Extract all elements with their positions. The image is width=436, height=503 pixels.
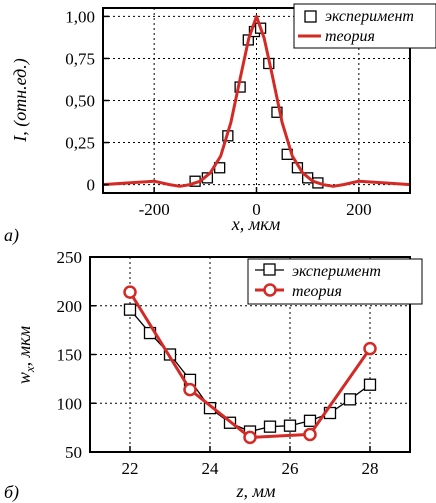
b-x-tick-label: 26 xyxy=(282,459,299,478)
a-y-tick-label: 0 xyxy=(87,176,96,195)
a-series-0-point xyxy=(271,106,283,118)
panel-b-y-axis-label: wx, мкм xyxy=(14,325,37,384)
b-series-0-point xyxy=(363,378,377,391)
panel-a-y-ticks: 0 0,25 0,50 0,75 1,00 xyxy=(65,7,109,195)
panel-b-legend-square-icon xyxy=(263,263,276,276)
panel-b-y-label-subscript: x xyxy=(22,366,37,373)
panel-a-legend: эксперимент теория xyxy=(293,3,436,49)
b-series-1-point xyxy=(363,341,377,356)
a-y-tick-label: 0,50 xyxy=(65,92,95,111)
b-series-0-point xyxy=(283,419,297,432)
panel-b-label: б) xyxy=(4,482,19,503)
a-y-tick-label: 1,00 xyxy=(65,7,95,26)
panel-b-legend: эксперимент теория xyxy=(247,258,423,305)
b-y-tick-label: 200 xyxy=(57,297,83,316)
b-y-tick-label: 150 xyxy=(57,346,83,365)
b-series-1-point xyxy=(303,427,317,442)
panel-a-legend-box xyxy=(293,3,436,49)
panel-b-legend-circle-icon xyxy=(263,283,277,297)
panel-b-y-label-w: w xyxy=(14,372,34,384)
a-x-tick-label: 200 xyxy=(346,200,372,219)
b-series-0-point xyxy=(123,303,137,316)
b-series-1-point xyxy=(183,382,197,397)
b-series-0-point xyxy=(263,420,277,433)
b-x-tick-label: 24 xyxy=(202,459,220,478)
panel-a-chart: -200 0 200 0 0,25 0,50 0,75 1,00 x, мкм I, (от… xyxy=(4,3,436,246)
panel-b-x-axis-label: z, мм xyxy=(236,481,276,501)
a-series-1-line xyxy=(102,14,411,188)
panel-a-y-axis-label: I, (отн.ед.) xyxy=(10,58,31,143)
panel-b-x-ticks: 22 24 26 28 xyxy=(122,446,379,478)
panel-a-legend-experiment: эксперимент xyxy=(325,8,414,25)
panel-a-legend-theory: теория xyxy=(325,28,375,45)
panel-a-series xyxy=(102,14,411,189)
panel-b-series xyxy=(123,285,377,445)
b-series-1-point xyxy=(123,285,137,299)
panel-a-x-axis-label: x, мкм xyxy=(231,214,281,234)
panel-a-label: a) xyxy=(4,225,19,246)
b-series-0-point xyxy=(303,414,317,427)
panel-b-chart: 22 24 26 28 50 100 150 200 250 z, мм wx, мкм б)… xyxy=(4,248,423,503)
panel-b-legend-experiment: эксперимент xyxy=(292,263,381,280)
b-series-1-point xyxy=(243,430,257,445)
b-series-0-point xyxy=(343,393,357,406)
a-y-tick-label: 0,25 xyxy=(65,134,95,153)
b-y-tick-label: 250 xyxy=(57,248,83,267)
panel-b-legend-theory: теория xyxy=(292,283,342,300)
panel-b-y-label-unit: , мкм xyxy=(14,325,34,366)
panel-b-legend-box xyxy=(247,258,423,305)
panel-a-x-ticks: -200 0 200 xyxy=(139,187,372,219)
panel-a-legend-square-icon xyxy=(304,10,317,23)
b-x-tick-label: 28 xyxy=(362,459,379,478)
a-y-tick-label: 0,75 xyxy=(65,49,95,68)
panel-b-y-ticks: 50 100 150 200 250 xyxy=(57,248,96,462)
b-y-tick-label: 50 xyxy=(65,443,82,462)
b-x-tick-label: 22 xyxy=(122,459,139,478)
a-x-tick-label: 0 xyxy=(252,200,261,219)
b-y-tick-label: 100 xyxy=(57,394,83,413)
a-x-tick-label: -200 xyxy=(139,200,170,219)
